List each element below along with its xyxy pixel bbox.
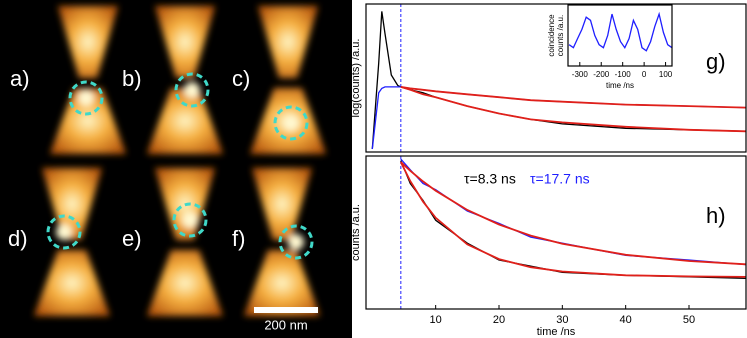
x-tick-label: -100 [615, 70, 632, 79]
data-line [399, 161, 747, 278]
scale-bar-label: 200 nm [264, 317, 307, 332]
panel-label: g) [706, 49, 726, 74]
hot-spot [56, 224, 72, 240]
x-tick-label: 40 [620, 314, 632, 326]
x-tick-label: 30 [556, 314, 568, 326]
afm-images [34, 6, 326, 316]
x-tick-label: 0 [642, 70, 647, 79]
plot-frame [567, 4, 673, 67]
data-line [568, 11, 673, 52]
data-line [400, 86, 747, 109]
hot-spot [184, 82, 200, 98]
plot-frame [365, 155, 747, 310]
bowtie-top [258, 6, 318, 78]
panel-label: e) [122, 226, 142, 251]
bowtie-bottom [244, 250, 320, 316]
panel-label: a) [10, 66, 30, 91]
inset-background [568, 5, 672, 66]
x-axis-label: time /ns [606, 81, 634, 90]
x-tick-label: -200 [593, 70, 610, 79]
ring [278, 224, 314, 260]
hot-spot [78, 90, 94, 106]
data-line [400, 161, 747, 266]
x-tick-label: -300 [572, 70, 589, 79]
hot-spot [182, 212, 198, 228]
y-axis-label: counts /a.u. [350, 204, 362, 261]
bowtie-bottom [147, 250, 223, 316]
annotation: τ=17.7 ns [530, 171, 590, 187]
hot-spot [288, 234, 304, 250]
bowtie-bottom [34, 250, 110, 316]
panel-label: f) [232, 226, 245, 251]
data-line [371, 11, 747, 150]
scale-bar [254, 307, 318, 313]
x-tick-label: 10 [430, 314, 442, 326]
bowtie-top [42, 168, 102, 240]
plot-frame [365, 3, 747, 153]
ring [174, 72, 210, 108]
y-axis-label: log(counts) /a.u. [350, 39, 362, 118]
x-axis-label: time /ns [537, 326, 576, 338]
ring [46, 214, 82, 250]
bowtie-bottom [50, 88, 126, 154]
annotation: τ=8.3 ns [464, 171, 516, 187]
highlight-rings [46, 72, 314, 260]
y-axis-label: counts /a.u. [556, 15, 565, 56]
bowtie-bottom [147, 88, 223, 154]
ring [172, 202, 208, 238]
panel-label: h) [706, 203, 726, 228]
hot-spot [283, 115, 299, 131]
data-line [400, 86, 747, 133]
panel-label: d) [8, 226, 28, 251]
bowtie-top [155, 6, 215, 78]
x-tick-label: 20 [493, 314, 505, 326]
bowtie-top [252, 168, 312, 240]
panel-label: b) [122, 66, 142, 91]
ring [68, 80, 104, 116]
panel-label: c) [232, 66, 250, 91]
x-tick-label: 50 [683, 314, 695, 326]
bowtie-top [58, 6, 118, 78]
x-tick-label: 100 [659, 70, 673, 79]
ring [273, 105, 309, 141]
y-axis-label: coincidence [547, 14, 556, 57]
